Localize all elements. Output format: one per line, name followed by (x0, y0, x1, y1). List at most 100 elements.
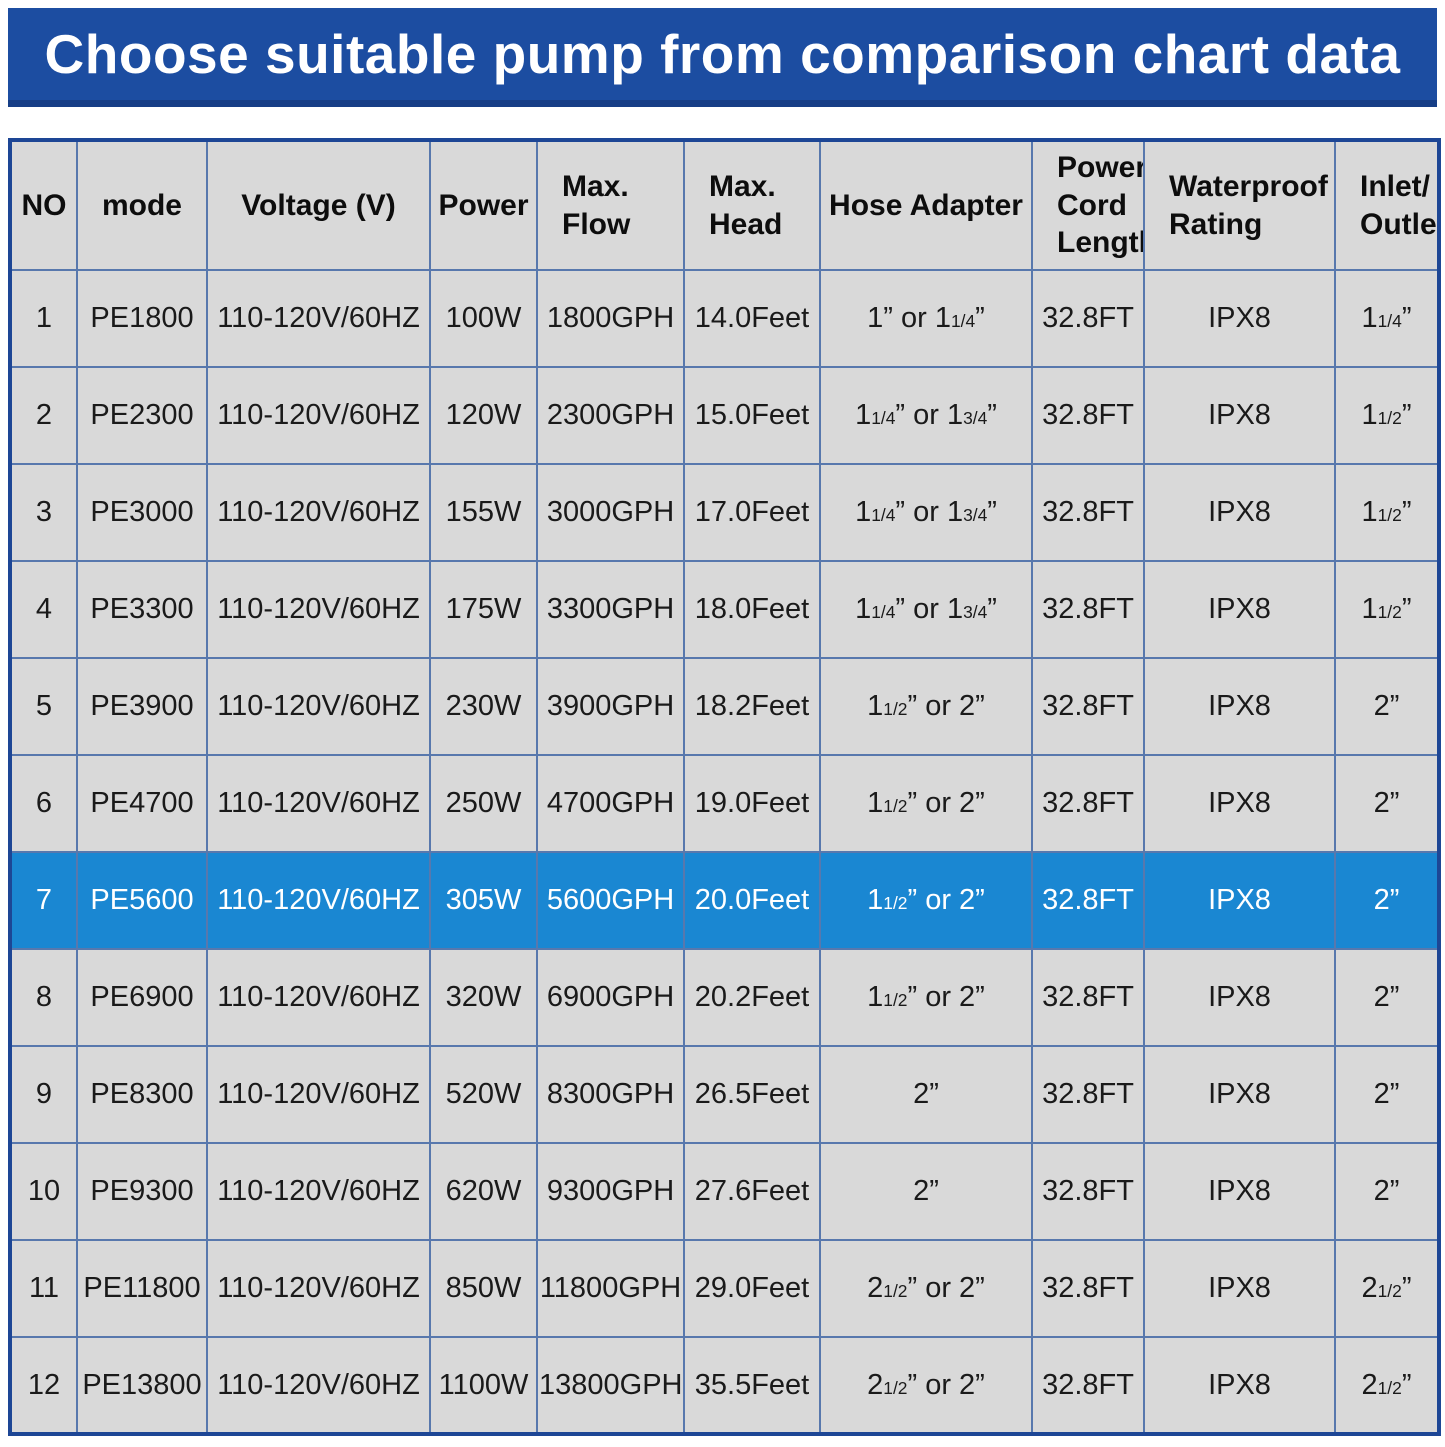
column-header-no: NO (9, 139, 78, 271)
cell-hose-adapter: 21/2” or 2” (819, 1239, 1033, 1338)
cell-hose-adapter: 11/4” or 13/4” (819, 463, 1033, 562)
cell-waterproof-rating: IPX8 (1143, 948, 1336, 1047)
table-row-11: 11 PE11800 110-120V/60HZ 850W 11800GPH 29.0Fe… (9, 1239, 1440, 1338)
cell-power-cord-length: 32.8FT (1031, 560, 1145, 659)
cell-no: 3 (9, 463, 78, 562)
cell-no: 7 (9, 851, 78, 950)
cell-max-flow: 2300GPH (536, 366, 685, 465)
page-title: Choose suitable pump from comparison cha… (44, 23, 1401, 85)
cell-max-head: 35.5Feet (683, 1336, 821, 1435)
cell-power-cord-length: 32.8FT (1031, 1045, 1145, 1144)
table-row-5: 5 PE3900 110-120V/60HZ 230W 3900GPH 18.2Feet 1… (9, 657, 1440, 756)
cell-power-cord-length: 32.8FT (1031, 1142, 1145, 1241)
cell-max-head: 14.0Feet (683, 269, 821, 368)
cell-voltage: 110-120V/60HZ (206, 754, 431, 853)
cell-waterproof-rating: IPX8 (1143, 754, 1336, 853)
cell-hose-adapter: 21/2” or 2” (819, 1336, 1033, 1435)
column-header-max-head: Max. Head (683, 139, 821, 271)
column-header-waterproof-rating: Waterproof Rating (1143, 139, 1336, 271)
cell-max-head: 20.2Feet (683, 948, 821, 1047)
cell-power: 520W (429, 1045, 538, 1144)
column-header-mode: mode (76, 139, 208, 271)
cell-waterproof-rating: IPX8 (1143, 1045, 1336, 1144)
cell-inlet-outlet: 2” (1334, 657, 1440, 756)
fraction: 1/2 (1377, 602, 1402, 622)
fraction: 1/2 (883, 990, 908, 1010)
cell-no: 10 (9, 1142, 78, 1241)
cell-hose-adapter: 2” (819, 1142, 1033, 1241)
cell-max-flow: 11800GPH (536, 1239, 685, 1338)
cell-mode: PE3000 (76, 463, 208, 562)
cell-voltage: 110-120V/60HZ (206, 463, 431, 562)
table-row-8: 8 PE6900 110-120V/60HZ 320W 6900GPH 20.2Feet 1… (9, 948, 1440, 1047)
fraction: 1/2 (883, 699, 908, 719)
table-row-1: 1 PE1800 110-120V/60HZ 100W 1800GPH 14.0Feet 1… (9, 269, 1440, 368)
table-body: 1 PE1800 110-120V/60HZ 100W 1800GPH 14.0Feet 1… (9, 269, 1440, 1435)
fraction: 1/4 (871, 602, 896, 622)
cell-power: 850W (429, 1239, 538, 1338)
cell-max-head: 29.0Feet (683, 1239, 821, 1338)
cell-waterproof-rating: IPX8 (1143, 463, 1336, 562)
fraction: 1/2 (883, 893, 908, 913)
cell-no: 4 (9, 560, 78, 659)
cell-voltage: 110-120V/60HZ (206, 269, 431, 368)
cell-waterproof-rating: IPX8 (1143, 1239, 1336, 1338)
cell-inlet-outlet: 11/2” (1334, 560, 1440, 659)
table-row-12: 12 PE13800 110-120V/60HZ 1100W 13800GPH 35.5F… (9, 1336, 1440, 1435)
column-header-hose-adapter: Hose Adapter (819, 139, 1033, 271)
cell-inlet-outlet: 2” (1334, 948, 1440, 1047)
cell-power-cord-length: 32.8FT (1031, 1239, 1145, 1338)
cell-power: 230W (429, 657, 538, 756)
cell-max-head: 18.0Feet (683, 560, 821, 659)
fraction: 1/4 (950, 311, 976, 331)
fraction: 1/2 (1377, 1377, 1402, 1398)
cell-power: 155W (429, 463, 538, 562)
cell-hose-adapter: 11/2” or 2” (819, 754, 1033, 853)
cell-mode: PE2300 (76, 366, 208, 465)
cell-max-head: 20.0Feet (683, 851, 821, 950)
cell-inlet-outlet: 11/4” (1334, 269, 1440, 368)
cell-inlet-outlet: 21/2” (1334, 1239, 1440, 1338)
fraction: 1/4 (871, 505, 896, 525)
table-row-10: 10 PE9300 110-120V/60HZ 620W 9300GPH 27.6Feet… (9, 1142, 1440, 1241)
cell-hose-adapter: 11/4” or 13/4” (819, 366, 1033, 465)
header-row: NO mode Voltage (V) Power Max. Flow Max. Head… (9, 139, 1440, 271)
cell-waterproof-rating: IPX8 (1143, 366, 1336, 465)
cell-power-cord-length: 32.8FT (1031, 1336, 1145, 1435)
cell-hose-adapter: 11/2” or 2” (819, 851, 1033, 950)
cell-max-flow: 4700GPH (536, 754, 685, 853)
cell-waterproof-rating: IPX8 (1143, 1142, 1336, 1241)
cell-mode: PE3300 (76, 560, 208, 659)
cell-power-cord-length: 32.8FT (1031, 754, 1145, 853)
cell-waterproof-rating: IPX8 (1143, 560, 1336, 659)
cell-voltage: 110-120V/60HZ (206, 1142, 431, 1241)
cell-max-head: 17.0Feet (683, 463, 821, 562)
cell-voltage: 110-120V/60HZ (206, 1045, 431, 1144)
fraction: 3/4 (963, 505, 988, 525)
cell-inlet-outlet: 2” (1334, 1142, 1440, 1241)
cell-max-flow: 8300GPH (536, 1045, 685, 1144)
cell-voltage: 110-120V/60HZ (206, 948, 431, 1047)
cell-waterproof-rating: IPX8 (1143, 851, 1336, 950)
table-row-4: 4 PE3300 110-120V/60HZ 175W 3300GPH 18.0Feet 1… (9, 560, 1440, 659)
column-header-inlet-outlet: Inlet/ Outlet (1334, 139, 1440, 271)
fraction: 3/4 (963, 408, 988, 428)
cell-mode: PE3900 (76, 657, 208, 756)
cell-max-flow: 13800GPH (536, 1336, 685, 1435)
column-header-power-cord-length: Power Cord Length (1031, 139, 1145, 271)
column-header-max-flow: Max. Flow (536, 139, 685, 271)
cell-power: 620W (429, 1142, 538, 1241)
cell-no: 2 (9, 366, 78, 465)
cell-voltage: 110-120V/60HZ (206, 560, 431, 659)
cell-power-cord-length: 32.8FT (1031, 657, 1145, 756)
cell-max-head: 27.6Feet (683, 1142, 821, 1241)
cell-power-cord-length: 32.8FT (1031, 948, 1145, 1047)
cell-inlet-outlet: 11/2” (1334, 463, 1440, 562)
cell-power-cord-length: 32.8FT (1031, 851, 1145, 950)
cell-mode: PE6900 (76, 948, 208, 1047)
cell-no: 11 (9, 1239, 78, 1338)
cell-voltage: 110-120V/60HZ (206, 851, 431, 950)
cell-no: 6 (9, 754, 78, 853)
cell-hose-adapter: 11/4” or 13/4” (819, 560, 1033, 659)
cell-mode: PE5600 (76, 851, 208, 950)
